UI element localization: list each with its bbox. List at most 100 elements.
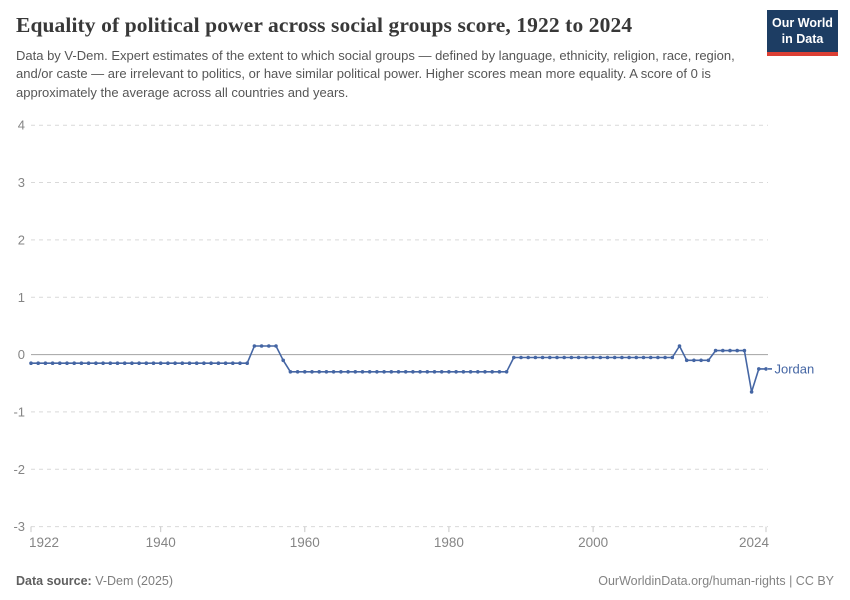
data-point[interactable]	[548, 355, 552, 360]
data-point[interactable]	[641, 355, 646, 360]
data-point[interactable]	[757, 367, 761, 371]
data-point[interactable]	[634, 355, 639, 360]
data-point[interactable]	[670, 355, 675, 360]
data-point[interactable]	[58, 361, 62, 365]
data-point[interactable]	[699, 358, 703, 363]
data-point[interactable]	[180, 361, 185, 365]
data-point[interactable]	[382, 370, 386, 374]
data-point[interactable]	[216, 361, 221, 365]
data-point[interactable]	[158, 361, 163, 365]
data-point[interactable]	[764, 367, 768, 371]
data-point[interactable]	[627, 355, 631, 360]
data-point[interactable]	[533, 355, 538, 360]
data-point[interactable]	[439, 370, 444, 374]
data-point[interactable]	[79, 361, 84, 365]
data-point[interactable]	[519, 355, 523, 360]
data-point[interactable]	[728, 348, 732, 353]
data-point[interactable]	[375, 370, 379, 374]
data-point[interactable]	[721, 348, 725, 353]
data-point[interactable]	[418, 370, 422, 374]
data-point[interactable]	[742, 348, 747, 353]
data-point[interactable]	[130, 361, 134, 365]
data-point[interactable]	[295, 370, 300, 374]
data-point[interactable]	[512, 355, 516, 360]
data-point[interactable]	[339, 370, 343, 374]
credit-link[interactable]: OurWorldinData.org/human-rights | CC BY	[598, 574, 834, 588]
data-point[interactable]	[497, 370, 502, 374]
data-point[interactable]	[231, 361, 235, 365]
data-point[interactable]	[187, 361, 192, 365]
data-point[interactable]	[612, 355, 617, 360]
data-point[interactable]	[555, 355, 559, 360]
data-point[interactable]	[310, 370, 314, 374]
data-point[interactable]	[324, 370, 329, 374]
data-point[interactable]	[43, 361, 48, 365]
data-point[interactable]	[411, 370, 415, 374]
data-point[interactable]	[713, 348, 718, 353]
data-point[interactable]	[267, 344, 271, 348]
data-point[interactable]	[605, 355, 610, 360]
data-point[interactable]	[684, 358, 689, 363]
data-point[interactable]	[238, 361, 242, 365]
data-point[interactable]	[137, 361, 141, 365]
data-point[interactable]	[259, 344, 264, 348]
data-point[interactable]	[648, 355, 653, 360]
data-point[interactable]	[245, 361, 249, 365]
data-point[interactable]	[576, 355, 581, 360]
data-point[interactable]	[166, 361, 170, 365]
data-point[interactable]	[144, 361, 149, 365]
data-point[interactable]	[569, 355, 574, 360]
data-point[interactable]	[447, 370, 451, 374]
data-point[interactable]	[504, 370, 509, 374]
data-point[interactable]	[209, 361, 213, 365]
data-point[interactable]	[115, 361, 120, 365]
data-point[interactable]	[353, 370, 358, 374]
data-point[interactable]	[735, 348, 739, 353]
data-point[interactable]	[540, 355, 545, 360]
data-point[interactable]	[252, 344, 257, 348]
line-chart-canvas[interactable]: 4 3 2 1 0 -1 -2 -3 1922 1940 1960 1980 2000 2024 Jorda…	[0, 110, 850, 570]
data-point[interactable]	[194, 361, 199, 365]
data-point[interactable]	[656, 355, 660, 360]
data-point[interactable]	[598, 355, 603, 360]
data-point[interactable]	[223, 361, 228, 365]
data-point[interactable]	[389, 370, 394, 374]
data-point[interactable]	[288, 370, 293, 374]
data-point[interactable]	[425, 370, 430, 374]
data-point[interactable]	[94, 361, 98, 365]
data-point[interactable]	[490, 370, 495, 374]
data-point[interactable]	[526, 355, 530, 360]
data-point[interactable]	[331, 370, 336, 374]
data-point[interactable]	[29, 361, 33, 365]
data-point[interactable]	[461, 370, 466, 374]
data-point[interactable]	[620, 355, 624, 360]
data-point[interactable]	[151, 361, 156, 365]
data-point[interactable]	[281, 358, 286, 363]
data-point[interactable]	[692, 358, 696, 363]
data-point[interactable]	[367, 370, 372, 374]
data-point[interactable]	[173, 361, 177, 365]
data-point[interactable]	[591, 355, 595, 360]
data-point[interactable]	[36, 361, 40, 365]
data-point[interactable]	[396, 370, 401, 374]
data-point[interactable]	[454, 370, 458, 374]
data-point[interactable]	[749, 390, 754, 394]
data-point[interactable]	[346, 370, 350, 374]
data-point[interactable]	[122, 361, 127, 365]
data-point[interactable]	[663, 355, 667, 360]
data-point[interactable]	[317, 370, 322, 374]
data-point[interactable]	[65, 361, 69, 365]
data-point[interactable]	[476, 370, 480, 374]
data-point[interactable]	[108, 361, 113, 365]
data-point[interactable]	[86, 361, 91, 365]
data-point[interactable]	[562, 355, 566, 360]
owid-logo[interactable]: Our World in Data	[767, 10, 838, 57]
data-point[interactable]	[274, 344, 278, 348]
data-point[interactable]	[468, 370, 473, 374]
data-point[interactable]	[72, 361, 76, 365]
data-point[interactable]	[50, 361, 55, 365]
data-point[interactable]	[403, 370, 408, 374]
data-point[interactable]	[202, 361, 206, 365]
entity-label-jordan[interactable]: Jordan	[775, 361, 815, 376]
data-point[interactable]	[483, 370, 487, 374]
